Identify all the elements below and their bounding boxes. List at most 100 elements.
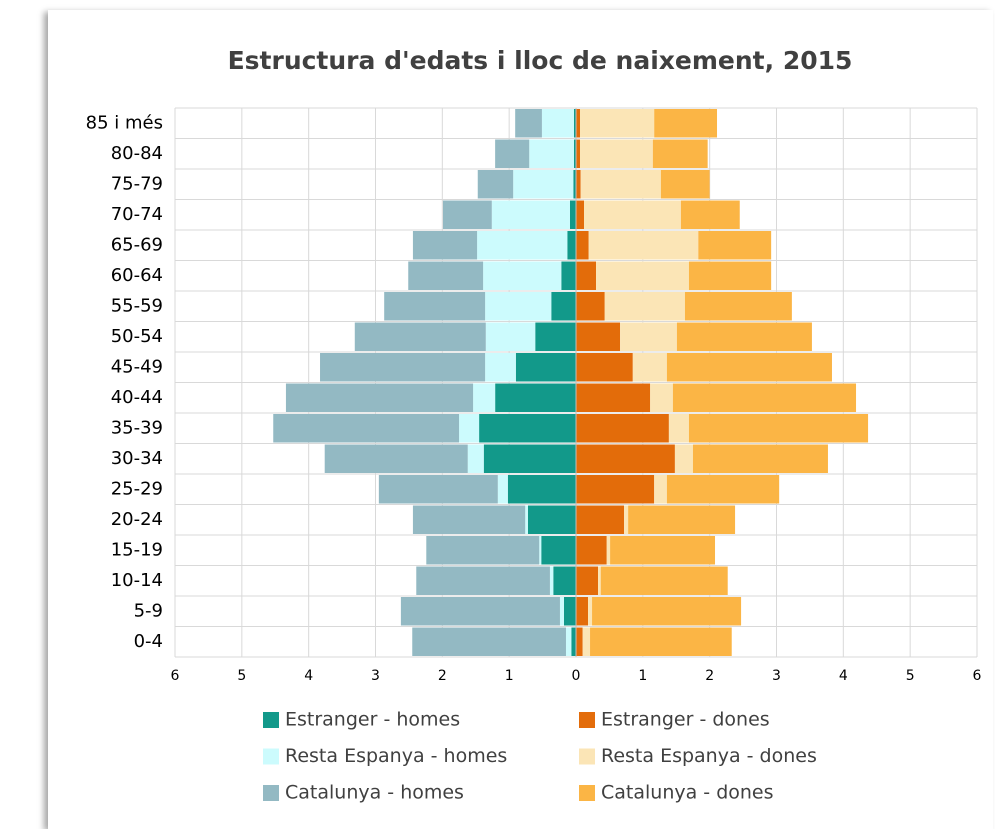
- x-tick-label: 6: [973, 668, 982, 684]
- y-tick-label: 25-29: [111, 478, 163, 499]
- y-tick-label: 55-59: [111, 295, 163, 316]
- bar: [535, 322, 576, 351]
- bar: [632, 353, 667, 382]
- bar: [513, 170, 574, 199]
- bar: [541, 109, 574, 138]
- y-tick-label: 60-64: [111, 265, 163, 286]
- bar: [580, 139, 653, 168]
- x-tick-label: 6: [171, 668, 180, 684]
- bar: [573, 139, 576, 168]
- bar: [354, 322, 486, 351]
- bar: [473, 383, 496, 412]
- bar: [576, 231, 589, 260]
- x-tick-label: 5: [906, 668, 915, 684]
- y-tick-label: 50-54: [111, 326, 163, 347]
- bar: [576, 536, 607, 565]
- bar: [606, 536, 611, 565]
- bar: [573, 109, 576, 138]
- bar: [384, 292, 486, 321]
- chart-title: Estructura d'edats i lloc de naixement, …: [228, 46, 853, 75]
- bar: [684, 292, 792, 321]
- bar: [676, 322, 812, 351]
- bar: [495, 383, 576, 412]
- bar: [576, 383, 651, 412]
- x-tick-label: 5: [237, 668, 246, 684]
- x-tick-label: 0: [572, 668, 581, 684]
- bar: [688, 414, 869, 443]
- y-tick-label: 70-74: [111, 204, 163, 225]
- y-tick-label: 40-44: [111, 387, 163, 408]
- bar: [620, 322, 677, 351]
- bar: [485, 292, 552, 321]
- bar: [592, 597, 742, 626]
- x-tick-label: 2: [705, 668, 714, 684]
- bar: [408, 261, 484, 290]
- y-tick-label: 65-69: [111, 234, 163, 255]
- bar: [666, 353, 832, 382]
- bar: [610, 536, 716, 565]
- bar: [525, 505, 528, 534]
- bar: [576, 292, 605, 321]
- bar: [576, 261, 597, 290]
- bar: [604, 292, 685, 321]
- bar: [668, 414, 689, 443]
- legend-label: Resta Espanya - dones: [601, 745, 817, 767]
- y-tick-label: 10-14: [111, 570, 163, 591]
- bar: [628, 505, 736, 534]
- bar: [483, 261, 562, 290]
- bar: [569, 200, 576, 229]
- bar: [576, 200, 585, 229]
- bar: [400, 597, 560, 626]
- bar: [584, 200, 681, 229]
- bar: [559, 597, 564, 626]
- legend-label: Catalunya - homes: [285, 782, 464, 804]
- legend-label: Estranger - dones: [601, 709, 770, 731]
- bar: [491, 200, 570, 229]
- bar: [485, 322, 536, 351]
- bar: [553, 566, 576, 595]
- bar: [443, 200, 492, 229]
- legend-label: Resta Espanya - homes: [285, 745, 507, 767]
- bar: [576, 566, 599, 595]
- bar: [576, 322, 621, 351]
- bar: [654, 475, 667, 504]
- bar: [580, 109, 655, 138]
- y-tick-label: 35-39: [111, 417, 163, 438]
- bar: [549, 566, 554, 595]
- bar: [588, 597, 593, 626]
- bar: [654, 109, 718, 138]
- bar: [576, 109, 581, 138]
- bar: [477, 231, 568, 260]
- bar: [515, 353, 576, 382]
- y-tick-label: 75-79: [111, 173, 163, 194]
- bar: [674, 444, 693, 473]
- bar: [527, 505, 576, 534]
- x-tick-label: 4: [304, 668, 313, 684]
- y-tick-label: 15-19: [111, 539, 163, 560]
- bar: [652, 139, 708, 168]
- bar: [426, 536, 540, 565]
- bar: [551, 292, 576, 321]
- bar: [576, 353, 633, 382]
- bar: [573, 170, 576, 199]
- bar: [483, 444, 576, 473]
- bar: [666, 475, 780, 504]
- bar: [477, 170, 514, 199]
- bar: [416, 566, 550, 595]
- bar: [576, 475, 655, 504]
- x-tick-label: 3: [772, 668, 781, 684]
- y-tick-label: 85 i més: [86, 112, 163, 133]
- bar: [624, 505, 629, 534]
- bar: [529, 139, 574, 168]
- legend-label: Catalunya - dones: [601, 782, 774, 804]
- y-tick-label: 30-34: [111, 448, 163, 469]
- bar: [576, 139, 581, 168]
- bar: [692, 444, 828, 473]
- y-tick-label: 80-84: [111, 143, 163, 164]
- bar: [680, 200, 740, 229]
- legend-swatch: [263, 748, 279, 765]
- bar: [672, 383, 857, 412]
- legend-swatch: [579, 748, 595, 765]
